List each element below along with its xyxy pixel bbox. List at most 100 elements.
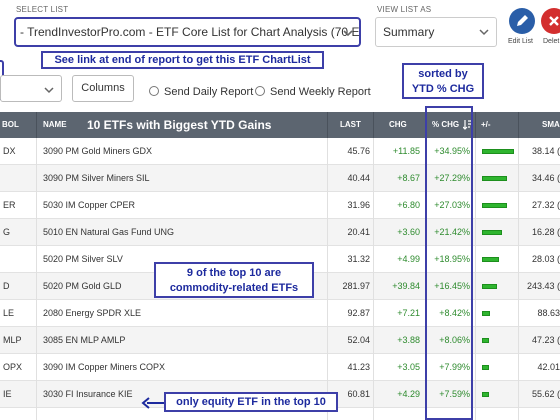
- row-gain-bar: [482, 392, 489, 397]
- send-weekly-label: Send Weekly Report: [270, 86, 371, 98]
- table-title: 10 ETFs with Biggest YTD Gains: [87, 118, 272, 132]
- row-chg: +4.99: [397, 254, 420, 264]
- select-list-value: - TrendInvestorPro.com - ETF Core List f…: [20, 25, 361, 39]
- header-chg[interactable]: CHG: [389, 120, 407, 129]
- column-divider: [327, 138, 328, 420]
- table-row[interactable]: G 5010 EN Natural Gas Fund UNG 20.41 +3.60 +…: [0, 219, 560, 246]
- radio-circle-icon: [255, 86, 265, 96]
- table-row[interactable]: 3090 PM Silver Miners SIL 40.44 +8.67 +27.2…: [0, 165, 560, 192]
- row-name[interactable]: 3090 IM Copper Miners COPX: [43, 362, 166, 372]
- table-row[interactable]: MLP 3085 EN MLP AMLP 52.04 +3.88 +8.06% 47.23…: [0, 327, 560, 354]
- row-name[interactable]: 3090 PM Gold Miners GDX: [43, 146, 153, 156]
- select-list-label: SELECT LIST: [16, 5, 69, 14]
- row-pct-chg: +7.99%: [439, 362, 470, 372]
- row-chg: +8.67: [397, 173, 420, 183]
- header-sma[interactable]: SMA: [542, 120, 560, 129]
- row-symbol: MLP: [3, 335, 22, 345]
- row-last: 45.76: [347, 146, 370, 156]
- header-name[interactable]: NAME: [43, 120, 67, 129]
- row-sma: 55.62 (: [531, 389, 560, 399]
- row-gain-bar: [482, 257, 499, 262]
- row-name[interactable]: 3030 FI Insurance KIE: [43, 389, 133, 399]
- row-symbol: IE: [3, 389, 12, 399]
- header-pct-chg[interactable]: % CHG: [432, 120, 460, 129]
- row-chg: +7.21: [397, 308, 420, 318]
- row-sma: 28.03 (: [531, 254, 560, 264]
- delete-list-button[interactable]: [541, 8, 560, 34]
- sorted-line-2: YTD % CHG: [411, 83, 475, 95]
- row-gain-bar: [482, 338, 489, 343]
- edit-list-button[interactable]: [509, 8, 535, 34]
- row-symbol: ER: [3, 200, 16, 210]
- edit-list-label: Edit List: [508, 38, 533, 45]
- row-sma: 47.23 (: [531, 335, 560, 345]
- row-sma: 38.14 (: [531, 146, 560, 156]
- close-icon: [549, 16, 559, 26]
- row-sma: 88.63: [537, 308, 560, 318]
- row-name[interactable]: 2080 Energy SPDR XLE: [43, 308, 142, 318]
- header-divider: [518, 112, 519, 138]
- row-symbol: D: [3, 281, 10, 291]
- row-chg: +6.80: [397, 200, 420, 210]
- row-name[interactable]: 5010 EN Natural Gas Fund UNG: [43, 227, 175, 237]
- row-name[interactable]: 3085 EN MLP AMLP: [43, 335, 126, 345]
- columns-button[interactable]: Columns: [72, 75, 134, 102]
- row-name[interactable]: 5020 PM Gold GLD: [43, 281, 122, 291]
- row-gain-bar: [482, 230, 502, 235]
- row-name[interactable]: 5030 IM Copper CPER: [43, 200, 136, 210]
- sorted-column-highlight: [425, 106, 473, 420]
- arrow-left-icon: [141, 397, 150, 409]
- column-divider: [36, 138, 37, 420]
- send-daily-label: Send Daily Report: [164, 86, 254, 98]
- sorted-line-1: sorted by: [418, 68, 468, 80]
- link-note-callout: See link at end of report to get this ET…: [41, 51, 324, 69]
- sorted-callout: sorted by YTD % CHG: [402, 63, 484, 99]
- row-pct-chg: +8.06%: [439, 335, 470, 345]
- commodity-callout: 9 of the top 10 are commodity-related ET…: [154, 262, 314, 298]
- header-divider: [36, 112, 37, 138]
- header-plus-minus[interactable]: +/-: [481, 120, 491, 129]
- table-row[interactable]: OPX 3090 IM Copper Miners COPX 41.23 +3.05 +…: [0, 354, 560, 381]
- send-daily-report-radio[interactable]: Send Daily Report: [149, 86, 253, 98]
- row-name[interactable]: 3090 PM Silver Miners SIL: [43, 173, 150, 183]
- send-weekly-report-radio[interactable]: Send Weekly Report: [255, 86, 371, 98]
- row-chg: +39.84: [392, 281, 420, 291]
- chevron-down-icon: [343, 30, 353, 37]
- row-chg: +3.60: [397, 227, 420, 237]
- row-symbol: OPX: [3, 362, 23, 372]
- row-pct-chg: +8.42%: [439, 308, 470, 318]
- radio-circle-icon: [149, 86, 159, 96]
- table-row[interactable]: LE 2080 Energy SPDR XLE 92.87 +7.21 +8.42% 88…: [0, 300, 560, 327]
- header-divider: [475, 112, 476, 138]
- row-pct-chg: +34.95%: [434, 146, 470, 156]
- table-row[interactable]: DX 3090 PM Gold Miners GDX 45.76 +11.85 +34.…: [0, 138, 560, 165]
- sort-desc-icon[interactable]: [463, 119, 472, 130]
- chevron-down-icon: [44, 87, 54, 94]
- row-pct-chg: +21.42%: [434, 227, 470, 237]
- equity-callout: only equity ETF in the top 10: [164, 392, 338, 412]
- row-sma: 34.46 (: [531, 173, 560, 183]
- row-chg: +3.05: [397, 362, 420, 372]
- row-gain-bar: [482, 311, 490, 316]
- row-name[interactable]: 5020 PM Silver SLV: [43, 254, 123, 264]
- select-list-dropdown[interactable]: - TrendInvestorPro.com - ETF Core List f…: [14, 17, 361, 47]
- row-pct-chg: +7.59%: [439, 389, 470, 399]
- header-last[interactable]: LAST: [340, 120, 361, 129]
- row-gain-bar: [482, 203, 507, 208]
- row-chg: +3.88: [397, 335, 420, 345]
- list-options-dropdown[interactable]: [0, 75, 62, 102]
- header-symbol[interactable]: BOL: [2, 120, 19, 129]
- row-chg: +11.85: [392, 146, 420, 156]
- row-pct-chg: +16.45%: [434, 281, 470, 291]
- row-last: 60.81: [347, 389, 370, 399]
- row-sma: 42.01: [537, 362, 560, 372]
- view-list-dropdown[interactable]: Summary: [375, 17, 497, 47]
- row-pct-chg: +27.03%: [434, 200, 470, 210]
- row-last: 281.97: [342, 281, 370, 291]
- commodity-line-2: commodity-related ETFs: [169, 282, 299, 294]
- table-row[interactable]: ER 5030 IM Copper CPER 31.96 +6.80 +27.03% 27…: [0, 192, 560, 219]
- header-divider: [327, 112, 328, 138]
- row-symbol: G: [3, 227, 11, 237]
- row-gain-bar: [482, 284, 497, 289]
